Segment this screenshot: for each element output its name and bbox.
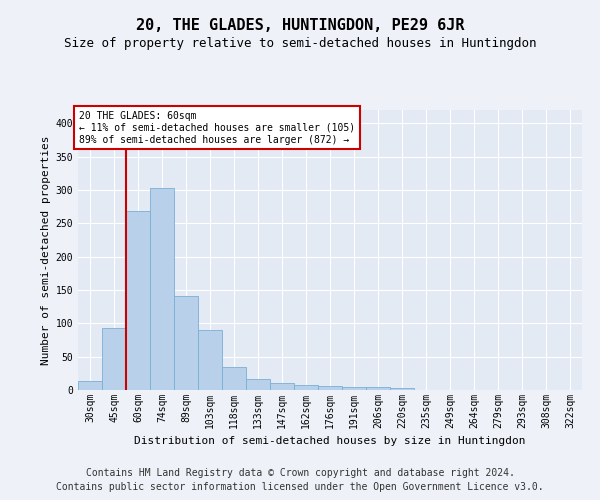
- Y-axis label: Number of semi-detached properties: Number of semi-detached properties: [41, 135, 52, 365]
- Bar: [222, 368, 246, 390]
- Bar: [174, 296, 198, 390]
- Bar: [78, 382, 102, 390]
- Bar: [294, 384, 318, 390]
- Bar: [198, 330, 222, 390]
- Bar: [366, 388, 390, 390]
- Bar: [318, 386, 342, 390]
- Bar: [102, 328, 126, 390]
- Text: Size of property relative to semi-detached houses in Huntingdon: Size of property relative to semi-detach…: [64, 38, 536, 51]
- Bar: [126, 212, 150, 390]
- Bar: [270, 384, 294, 390]
- Text: Contains public sector information licensed under the Open Government Licence v3: Contains public sector information licen…: [56, 482, 544, 492]
- Bar: [390, 388, 414, 390]
- Text: 20, THE GLADES, HUNTINGDON, PE29 6JR: 20, THE GLADES, HUNTINGDON, PE29 6JR: [136, 18, 464, 32]
- Bar: [246, 380, 270, 390]
- X-axis label: Distribution of semi-detached houses by size in Huntingdon: Distribution of semi-detached houses by …: [134, 436, 526, 446]
- Bar: [150, 188, 174, 390]
- Text: Contains HM Land Registry data © Crown copyright and database right 2024.: Contains HM Land Registry data © Crown c…: [86, 468, 514, 477]
- Text: 20 THE GLADES: 60sqm
← 11% of semi-detached houses are smaller (105)
89% of semi: 20 THE GLADES: 60sqm ← 11% of semi-detac…: [79, 112, 355, 144]
- Bar: [342, 388, 366, 390]
